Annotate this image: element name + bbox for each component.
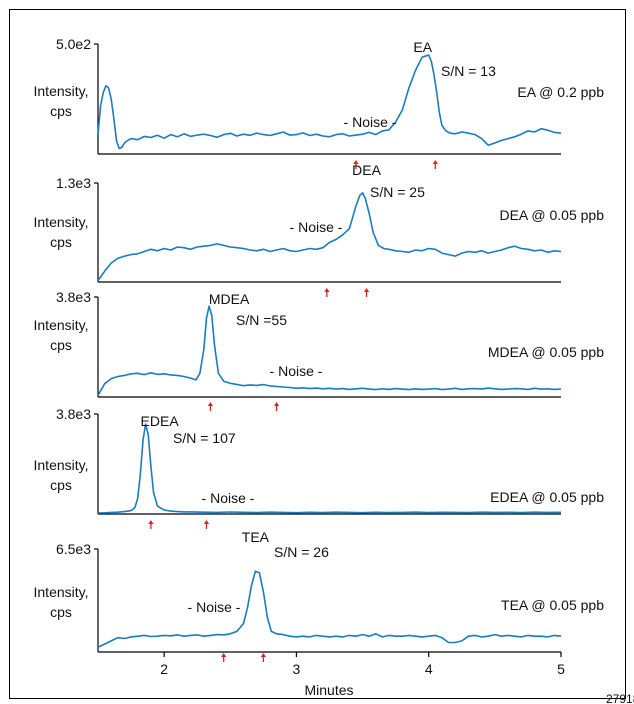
noise-arrow-2-head: [363, 288, 370, 292]
intensity-unit-label: cps: [50, 234, 72, 250]
noise-arrow-2-head: [432, 160, 438, 164]
x-axis-label: Minutes: [304, 682, 353, 698]
peak-label: EA: [413, 39, 432, 55]
noise-label: - Noise -: [270, 363, 323, 379]
noise-arrow-1-head: [353, 160, 359, 164]
x-tick-label: 3: [293, 661, 301, 677]
noise-arrow-1: [324, 288, 330, 297]
panels: 5.0e2 Intensity, cps EA @ 0.2 ppb EA S/N = 13…: [34, 36, 604, 662]
noise-arrow-1-head: [148, 520, 154, 524]
y-max-label: 3.8e3: [56, 289, 91, 305]
sn-label: S/N = 13: [441, 63, 496, 79]
noise-arrow-2: [203, 520, 210, 529]
sample-label: DEA @ 0.05 ppb: [499, 207, 604, 223]
panel-edea: 3.8e3 Intensity, cps EDEA @ 0.05 ppb EDEAS/N…: [34, 406, 604, 529]
trace-mdea: [97, 305, 562, 396]
noise-arrow-2-head: [203, 520, 210, 524]
noise-arrow-1: [221, 653, 227, 662]
y-max-label: 6.5e3: [56, 541, 91, 557]
noise-arrow-1-head: [324, 288, 330, 292]
noise-arrow-2: [363, 288, 370, 297]
intensity-label: Intensity,: [34, 584, 89, 600]
noise-arrow-2: [432, 160, 438, 169]
x-tick-label: 4: [425, 661, 433, 677]
sn-label: S/N = 107: [173, 430, 236, 446]
y-max-label: 1.3e3: [56, 175, 91, 191]
noise-arrow-1: [353, 160, 359, 169]
figure-id: 27918: [606, 692, 634, 704]
noise-arrow-1: [148, 520, 154, 529]
trace-edea: [98, 423, 562, 514]
intensity-unit-label: cps: [50, 337, 72, 353]
sample-label: MDEA @ 0.05 ppb: [488, 344, 604, 360]
sample-label: EDEA @ 0.05 ppb: [490, 489, 604, 505]
trace-ea: [97, 54, 562, 150]
x-tick-label: 5: [557, 661, 565, 677]
noise-arrow-2: [260, 653, 266, 662]
intensity-unit-label: cps: [50, 604, 72, 620]
noise-arrow-2-head: [273, 402, 280, 406]
noise-arrow-2-head: [260, 653, 266, 657]
noise-arrow-1: [207, 402, 214, 411]
x-axis: 2 3 4 5: [160, 652, 565, 677]
peak-label: DEA: [352, 162, 381, 178]
noise-label: - Noise -: [202, 490, 255, 506]
sn-label: S/N = 26: [274, 544, 329, 560]
peak-label: EDEA: [141, 413, 180, 429]
peak-label: TEA: [242, 529, 270, 545]
y-max-label: 5.0e2: [56, 36, 91, 52]
peak-label: MDEA: [209, 291, 250, 307]
trace-dea: [97, 192, 562, 281]
sample-label: EA @ 0.2 ppb: [517, 84, 604, 100]
intensity-label: Intensity,: [34, 214, 89, 230]
panel-dea: 1.3e3 Intensity, cps DEA @ 0.05 ppb DEA S/N =…: [34, 162, 604, 297]
noise-label: - Noise -: [290, 219, 343, 235]
intensity-unit-label: cps: [50, 477, 72, 493]
intensity-label: Intensity,: [34, 317, 89, 333]
sample-label: TEA @ 0.05 ppb: [501, 597, 604, 613]
noise-label: - Noise -: [188, 599, 241, 615]
y-max-label: 3.8e3: [56, 406, 91, 422]
noise-arrow-1-head: [207, 402, 214, 406]
trace-tea: [97, 570, 562, 648]
panel-ea: 5.0e2 Intensity, cps EA @ 0.2 ppb EA S/N = 13…: [34, 36, 604, 169]
figure-frame: [9, 9, 626, 699]
intensity-label: Intensity,: [34, 457, 89, 473]
noise-arrow-2: [273, 402, 280, 411]
panel-mdea: 3.8e3 Intensity, cps MDEA @ 0.05 ppb MDEA S/N…: [34, 289, 604, 411]
intensity-label: Intensity,: [34, 83, 89, 99]
intensity-unit-label: cps: [50, 103, 72, 119]
noise-label: - Noise -: [344, 114, 397, 130]
sn-label: S/N =55: [236, 312, 287, 328]
sn-label: S/N = 25: [370, 184, 425, 200]
noise-arrow-1-head: [221, 653, 227, 657]
x-tick-label: 2: [160, 661, 168, 677]
